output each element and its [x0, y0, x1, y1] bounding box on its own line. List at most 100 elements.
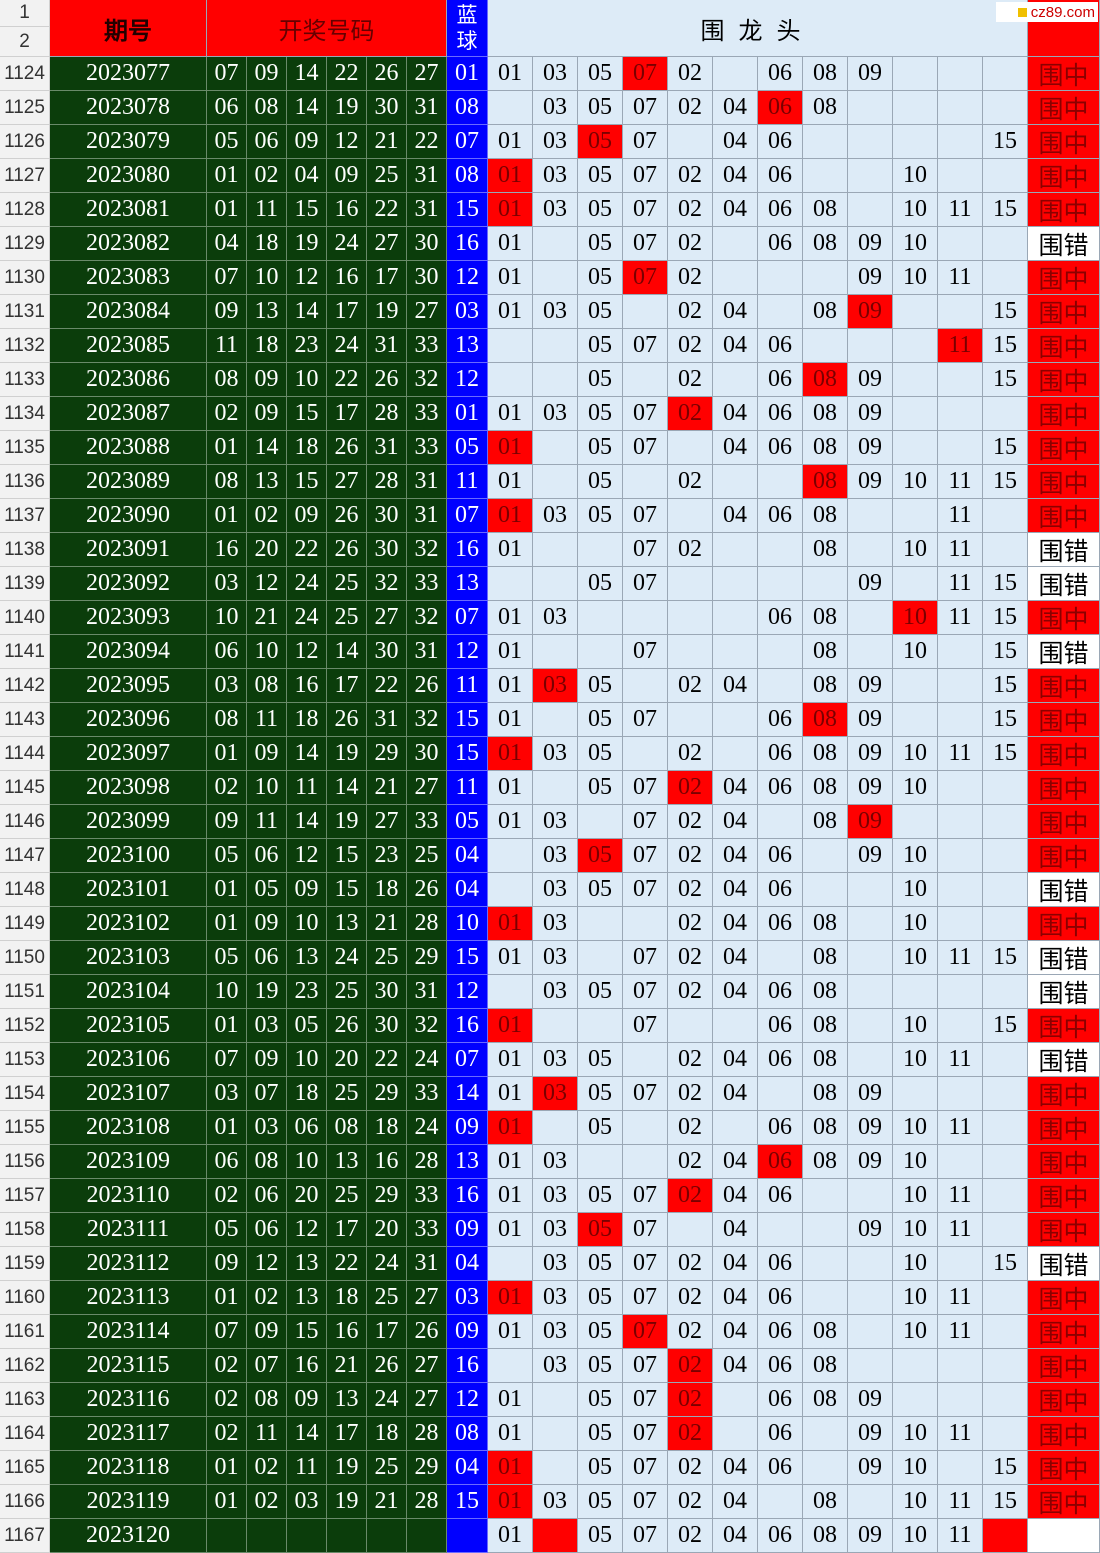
dragon-cell: 07 [623, 635, 668, 669]
dragon-cell: 03 [533, 669, 578, 703]
draw-number: 08 [207, 465, 247, 499]
dragon-cell [893, 1349, 938, 1383]
draw-number: 18 [247, 227, 287, 261]
row-number: 1153 [0, 1043, 50, 1077]
dragon-cell [983, 907, 1028, 941]
draw-number: 21 [367, 771, 407, 805]
period: 2023078 [50, 91, 207, 125]
dragon-cell [758, 295, 803, 329]
blue-ball: 16 [447, 1009, 488, 1043]
dragon-cell [848, 941, 893, 975]
dragon-cell: 01 [488, 1315, 533, 1349]
dragon-cell: 02 [668, 1247, 713, 1281]
dragon-cell: 06 [758, 975, 803, 1009]
dragon-cell [983, 1043, 1028, 1077]
dragon-cell: 05 [578, 431, 623, 465]
draw-number: 09 [247, 397, 287, 431]
draw-number: 12 [247, 567, 287, 601]
blue-ball: 08 [447, 91, 488, 125]
draw-number: 29 [367, 737, 407, 771]
dragon-cell: 04 [713, 159, 758, 193]
draw-number: 02 [247, 159, 287, 193]
dragon-cell: 05 [578, 873, 623, 907]
dragon-cell [893, 1383, 938, 1417]
dragon-cell: 01 [488, 1111, 533, 1145]
period: 2023105 [50, 1009, 207, 1043]
dragon-cell [713, 1111, 758, 1145]
draw-number: 10 [247, 635, 287, 669]
dragon-cell: 01 [488, 125, 533, 159]
dragon-cell [848, 533, 893, 567]
dragon-cell: 08 [803, 465, 848, 499]
result: 围中 [1028, 465, 1100, 499]
draw-number: 11 [207, 329, 247, 363]
dragon-cell: 11 [938, 1281, 983, 1315]
draw-number: 11 [247, 805, 287, 839]
draw-number: 25 [327, 975, 367, 1009]
draw-number: 31 [407, 635, 447, 669]
dragon-cell [938, 91, 983, 125]
dragon-cell [848, 975, 893, 1009]
dragon-cell: 01 [488, 703, 533, 737]
dragon-cell: 10 [893, 1213, 938, 1247]
dragon-cell [893, 125, 938, 159]
draw-number: 13 [327, 907, 367, 941]
draw-number: 27 [407, 1349, 447, 1383]
draw-number: 06 [287, 1111, 327, 1145]
dragon-cell [848, 499, 893, 533]
dragon-cell: 15 [983, 125, 1028, 159]
dragon-cell: 10 [893, 941, 938, 975]
dragon-cell: 05 [578, 329, 623, 363]
dragon-cell: 09 [848, 363, 893, 397]
dragon-cell [533, 1417, 578, 1451]
dragon-cell: 01 [488, 261, 533, 295]
dragon-cell: 07 [623, 193, 668, 227]
result: 围中 [1028, 1485, 1100, 1519]
dragon-cell: 06 [758, 1519, 803, 1553]
draw-number: 04 [207, 227, 247, 261]
blue-ball: 03 [447, 295, 488, 329]
dragon-cell: 07 [623, 499, 668, 533]
result: 围中 [1028, 57, 1100, 91]
dragon-cell: 02 [668, 1485, 713, 1519]
dragon-cell: 07 [623, 567, 668, 601]
draw-number: 05 [207, 941, 247, 975]
dragon-cell: 01 [488, 1043, 533, 1077]
draw-number: 19 [247, 975, 287, 1009]
dragon-cell: 01 [488, 295, 533, 329]
dragon-cell: 15 [983, 669, 1028, 703]
dragon-cell: 09 [848, 1383, 893, 1417]
dragon-cell: 06 [758, 125, 803, 159]
dragon-cell: 02 [668, 465, 713, 499]
draw-number: 19 [327, 1485, 367, 1519]
draw-number: 15 [287, 397, 327, 431]
draw-number: 13 [327, 1383, 367, 1417]
row-number: 1167 [0, 1519, 50, 1553]
dragon-cell: 02 [668, 1179, 713, 1213]
blue-ball: 04 [447, 873, 488, 907]
dragon-cell [533, 635, 578, 669]
dragon-cell: 06 [758, 329, 803, 363]
dragon-cell: 08 [803, 533, 848, 567]
dragon-cell: 06 [758, 1145, 803, 1179]
dragon-cell: 01 [488, 635, 533, 669]
draw-number: 22 [367, 669, 407, 703]
dragon-cell: 02 [668, 839, 713, 873]
dragon-cell: 09 [848, 397, 893, 431]
dragon-cell [533, 1519, 578, 1553]
dragon-cell: 07 [623, 1349, 668, 1383]
draw-number: 08 [247, 1145, 287, 1179]
dragon-cell: 09 [848, 1145, 893, 1179]
draw-number: 26 [407, 1315, 447, 1349]
draw-number: 27 [367, 227, 407, 261]
draw-number: 14 [287, 295, 327, 329]
dragon-cell [668, 431, 713, 465]
draw-number: 14 [327, 635, 367, 669]
blue-ball: 10 [447, 907, 488, 941]
draw-number: 33 [407, 1213, 447, 1247]
row-number: 1142 [0, 669, 50, 703]
dragon-cell: 05 [578, 91, 623, 125]
draw-number: 10 [247, 261, 287, 295]
dragon-cell: 06 [758, 737, 803, 771]
row-number: 1147 [0, 839, 50, 873]
